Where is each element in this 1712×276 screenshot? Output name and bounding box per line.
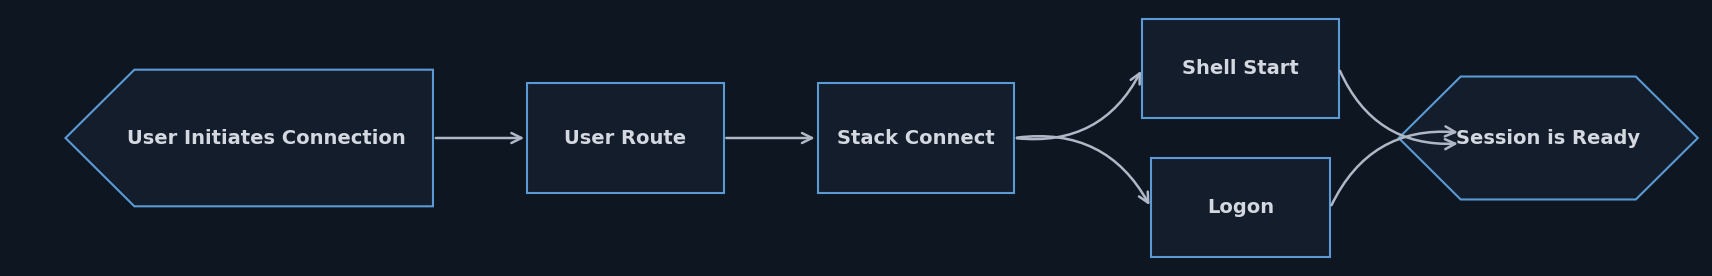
- Text: Logon: Logon: [1207, 198, 1274, 217]
- Polygon shape: [65, 70, 433, 206]
- Polygon shape: [1399, 76, 1698, 200]
- Text: User Initiates Connection: User Initiates Connection: [127, 129, 406, 147]
- Text: Shell Start: Shell Start: [1183, 59, 1299, 78]
- Text: Session is Ready: Session is Ready: [1457, 129, 1640, 147]
- FancyBboxPatch shape: [1142, 19, 1339, 118]
- Text: User Route: User Route: [565, 129, 687, 147]
- FancyBboxPatch shape: [527, 83, 724, 193]
- Text: Stack Connect: Stack Connect: [837, 129, 995, 147]
- FancyBboxPatch shape: [818, 83, 1014, 193]
- FancyBboxPatch shape: [1150, 158, 1330, 257]
